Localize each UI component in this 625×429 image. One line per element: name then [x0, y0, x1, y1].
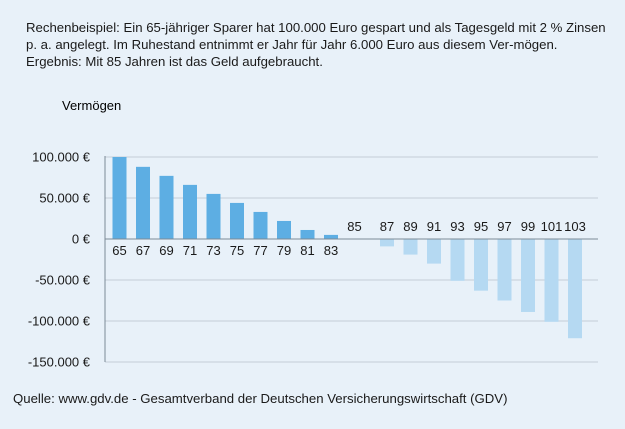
y-tick-labels: 100.000 € 50.000 € 0 € -50.000 € -100.000 € -…	[28, 150, 91, 370]
bar	[277, 220, 291, 239]
bar	[544, 239, 559, 322]
x-tick-label: 93	[450, 219, 464, 234]
bar	[253, 211, 268, 239]
y-tick-label: -150.000 €	[28, 355, 91, 370]
y-tick-label: -50.000 €	[35, 273, 91, 288]
x-tick-label: 83	[324, 243, 338, 258]
bar	[112, 157, 127, 239]
x-tick-label: 95	[474, 219, 488, 234]
source-text: Quelle: www.gdv.de - Gesamtverband der D…	[13, 391, 508, 406]
bar	[300, 229, 315, 239]
bar	[159, 175, 174, 239]
intro-text: Rechenbeispiel: Ein 65-jähriger Sparer h…	[26, 20, 606, 69]
bar	[474, 239, 488, 291]
bar	[324, 234, 338, 239]
bar	[206, 193, 221, 239]
axes	[104, 156, 598, 362]
bar	[521, 239, 535, 312]
x-tick-label: 67	[136, 243, 150, 258]
bar	[403, 239, 418, 255]
bar	[183, 184, 197, 239]
x-tick-label: 71	[183, 243, 197, 258]
x-tick-label: 73	[206, 243, 220, 258]
bar	[136, 166, 150, 239]
x-tick-label: 75	[230, 243, 244, 258]
y-tick-label: 0 €	[72, 232, 91, 247]
y-axis-label: Vermögen	[62, 98, 121, 113]
x-tick-label: 77	[253, 243, 267, 258]
bar	[568, 239, 582, 339]
bar	[427, 239, 441, 264]
x-tick-label: 85	[347, 219, 361, 234]
x-tick-label: 65	[112, 243, 126, 258]
x-tick-label: 91	[427, 219, 441, 234]
x-tick-label: 101	[541, 219, 563, 234]
x-tick-label: 97	[497, 219, 511, 234]
y-tick-label: -100.000 €	[28, 314, 91, 329]
bar	[497, 239, 512, 301]
x-tick-labels: 65 67 69 71 73 75 77 79 81 83 85 87 89 91 93 95 97 99 101 1…	[112, 219, 586, 258]
x-tick-label: 103	[564, 219, 586, 234]
bar	[380, 239, 394, 247]
y-tick-label: 100.000 €	[32, 150, 91, 165]
x-tick-label: 81	[300, 243, 314, 258]
bars	[112, 157, 582, 339]
x-tick-label: 69	[159, 243, 173, 258]
x-tick-label: 99	[521, 219, 535, 234]
bar	[230, 202, 244, 239]
bar	[450, 239, 465, 281]
y-tick-label: 50.000 €	[39, 191, 90, 206]
x-tick-label: 79	[277, 243, 291, 258]
x-tick-label: 89	[403, 219, 417, 234]
x-tick-label: 87	[380, 219, 394, 234]
